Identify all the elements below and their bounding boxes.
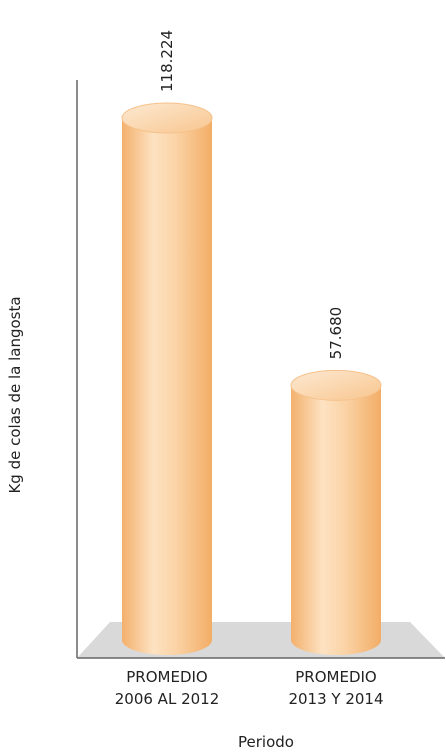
category-label: 2013 Y 2014 bbox=[288, 690, 383, 708]
bar-top bbox=[290, 369, 382, 401]
bar-body bbox=[122, 118, 212, 655]
value-label: 57.680 bbox=[327, 307, 345, 360]
value-label: 118.224 bbox=[158, 30, 176, 92]
bar-top bbox=[121, 102, 213, 134]
category-label: PROMEDIO bbox=[126, 668, 207, 686]
bar-body bbox=[291, 385, 381, 655]
bar-1 bbox=[121, 102, 213, 655]
bar-2 bbox=[290, 369, 382, 655]
category-label: 2006 AL 2012 bbox=[115, 690, 220, 708]
x-axis-label: Periodo bbox=[238, 733, 294, 751]
category-label: PROMEDIO bbox=[295, 668, 376, 686]
labels-group: 118.224 PROMEDIO 2006 AL 2012 57.680 PROMEDI… bbox=[115, 30, 384, 708]
bars-group bbox=[121, 102, 382, 655]
y-axis-label: Kg de colas de la langosta bbox=[6, 296, 24, 493]
